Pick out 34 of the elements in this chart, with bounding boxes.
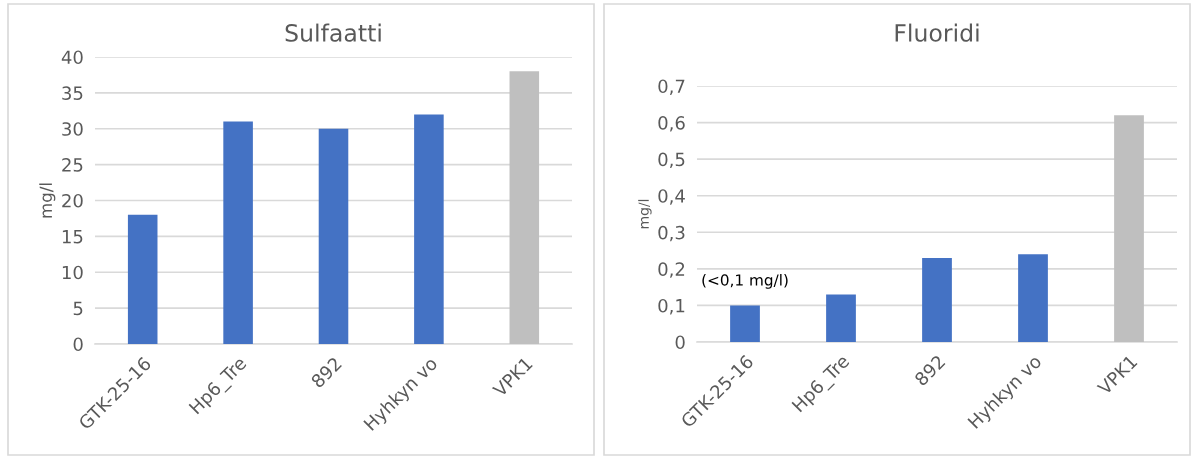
y-axis-title: mg/l (638, 199, 652, 229)
y-tick-label: 0,7 (658, 79, 685, 95)
y-tick-label: 5 (73, 301, 83, 316)
chart-title: Fluoridi (895, 23, 979, 42)
x-tick-label: 892 (310, 356, 343, 389)
annotation: (<0,1 mg/l) (702, 273, 788, 289)
y-tick-label: 35 (62, 86, 83, 100)
y-tick-label: 0 (675, 335, 685, 350)
y-tick-label: 0,3 (658, 225, 685, 242)
bar (414, 114, 444, 344)
y-tick-label: 20 (62, 193, 83, 208)
bar (1114, 115, 1144, 342)
bar (223, 121, 253, 344)
y-tick-label: 15 (62, 230, 83, 244)
y-tick-label: 40 (61, 50, 83, 65)
bar (1018, 254, 1048, 342)
y-tick-label: 10 (62, 265, 83, 280)
y-tick-label: 0,5 (658, 152, 685, 169)
bar (509, 71, 540, 344)
y-tick-label: 0,1 (658, 298, 685, 315)
bar (730, 305, 760, 342)
y-tick-label: 30 (62, 122, 83, 136)
bar (922, 257, 952, 342)
y-tick-label: 0 (73, 337, 83, 352)
bar (826, 294, 856, 342)
bar (318, 128, 349, 344)
x-tick-label: 892 (913, 354, 946, 387)
bar (127, 214, 158, 344)
y-tick-label: 25 (62, 158, 83, 172)
y-tick-label: 0,6 (658, 116, 685, 132)
chart-title: Sulfaatti (285, 23, 381, 42)
y-axis-title: mg/l (39, 183, 56, 218)
y-tick-label: 0,4 (658, 189, 685, 205)
y-tick-label: 0,2 (658, 262, 685, 278)
